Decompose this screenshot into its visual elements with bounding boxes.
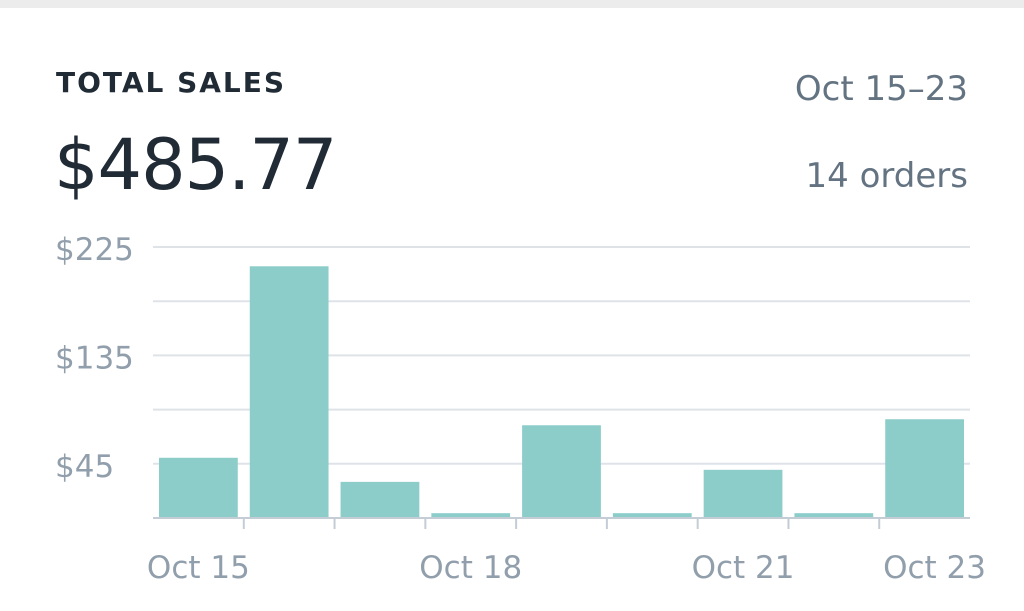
x-tick-label: Oct 21 bbox=[692, 550, 795, 586]
x-tick-labels: Oct 15 Oct 18 Oct 21 Oct 23 bbox=[147, 550, 986, 586]
bar-oct-23 bbox=[885, 419, 964, 518]
order-count: 14 orders bbox=[805, 156, 968, 196]
bar-oct-18 bbox=[431, 513, 511, 518]
x-tick-label: Oct 23 bbox=[883, 550, 986, 586]
bar-oct-21 bbox=[703, 469, 783, 518]
bar-oct-17 bbox=[340, 481, 420, 518]
y-tick-label: $225 bbox=[55, 232, 134, 268]
y-tick-label: $135 bbox=[55, 340, 134, 376]
y-tick-labels: $45 $135 $225 bbox=[55, 232, 134, 485]
bar-oct-19 bbox=[522, 425, 601, 518]
x-axis bbox=[153, 517, 970, 529]
top-divider bbox=[0, 0, 1024, 8]
card-title: TOTAL SALES bbox=[56, 66, 287, 99]
bar-oct-15 bbox=[159, 457, 238, 518]
bar-oct-20 bbox=[612, 513, 692, 518]
bar-oct-16 bbox=[249, 266, 329, 518]
x-tick-label: Oct 15 bbox=[147, 550, 250, 586]
x-tick-label: Oct 18 bbox=[419, 550, 522, 586]
y-tick-label: $45 bbox=[55, 449, 114, 485]
date-range: Oct 15–23 bbox=[794, 69, 968, 109]
total-sales-value: $485.77 bbox=[54, 124, 337, 206]
bars bbox=[159, 266, 964, 518]
bar-oct-22 bbox=[794, 513, 874, 518]
